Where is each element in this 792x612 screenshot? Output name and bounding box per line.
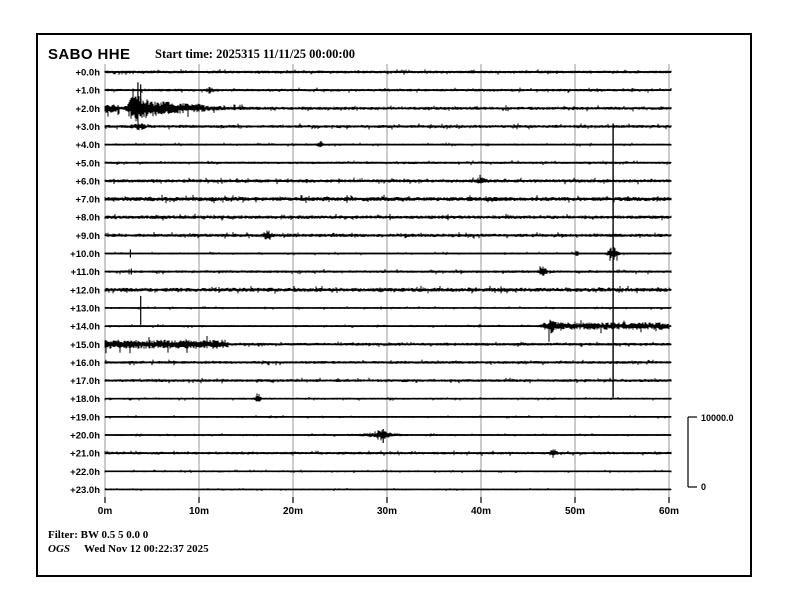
trace-noise [104,415,672,419]
x-tick-label: 0m [98,506,113,517]
trace-noise [104,88,672,122]
trace-noise [104,336,672,354]
row-label: +9.0h [75,231,100,242]
scale-max-label: 10000.0 [701,413,734,423]
x-tick-label: 10m [189,506,209,517]
row-label: +16.0h [70,358,100,369]
trace-noise [104,87,672,94]
start-time-label: Start time: 2025315 11/11/25 00:00:00 [155,47,355,61]
page-border [36,33,752,577]
filter-info: Filter: BW 0.5 5 0.0 0 [48,529,149,541]
row-label: +12.0h [70,285,100,296]
trace-noise [104,306,672,310]
x-tick-label: 30m [377,506,397,517]
trace-noise [104,160,672,166]
trace-noise [104,469,672,474]
row-label: +10.0h [70,249,100,260]
row-label: +2.0h [75,104,100,115]
trace-layer [104,69,672,491]
row-label: +23.0h [70,485,100,496]
trace-noise [104,174,672,185]
row-label: +20.0h [70,431,100,442]
row-label: +14.0h [70,322,100,333]
trace-noise [104,69,672,75]
trace-noise [104,319,672,342]
scale-min-label: 0 [701,482,706,492]
trace-noise [104,430,672,441]
row-label: +19.0h [70,412,100,423]
trace-noise [104,488,672,491]
trace-noise [104,140,672,148]
trace-noise [104,285,672,294]
scale-bar: 10000.0 0 [687,413,734,492]
x-tick-label: 50m [565,506,585,517]
trace-noise [104,393,672,402]
trace-noise [104,119,672,131]
generation-timestamp: Wed Nov 12 00:22:37 2025 [84,543,209,555]
row-label: +4.0h [75,140,100,151]
trace-noise [104,230,672,240]
label-layer: 0m 10m 20m 30m 40m 50m 60m +0.0h +1.0h +2.0h +3.0h… [70,68,679,518]
row-label: +1.0h [75,86,100,97]
row-label: +15.0h [70,340,100,351]
x-tick-label: 60m [659,506,679,517]
row-label: +7.0h [75,195,100,206]
trace-noise [104,194,672,204]
row-label: +6.0h [75,176,100,187]
trace-noise [104,449,672,458]
row-label: +18.0h [70,394,100,405]
row-label: +5.0h [75,158,100,169]
row-label: +13.0h [70,303,100,314]
row-label: +8.0h [75,213,100,224]
trace-noise [104,266,672,276]
grid-layer [104,64,670,503]
row-label: +0.0h [75,68,100,79]
row-label: +22.0h [70,467,100,478]
trace-noise [104,213,672,221]
trace-noise [104,359,672,366]
row-label: +11.0h [71,267,101,278]
row-label: +3.0h [75,122,100,133]
station-title: SABO HHE [48,46,131,63]
footer-line: OGS Wed Nov 12 00:22:37 2025 [48,543,209,555]
x-tick-label: 40m [471,506,491,517]
row-label: +21.0h [70,449,100,460]
row-label: +17.0h [70,376,100,387]
trace-noise [104,377,672,384]
agency-label: OGS [48,543,71,555]
trace-noise [104,240,672,261]
x-tick-label: 20m [283,506,303,517]
